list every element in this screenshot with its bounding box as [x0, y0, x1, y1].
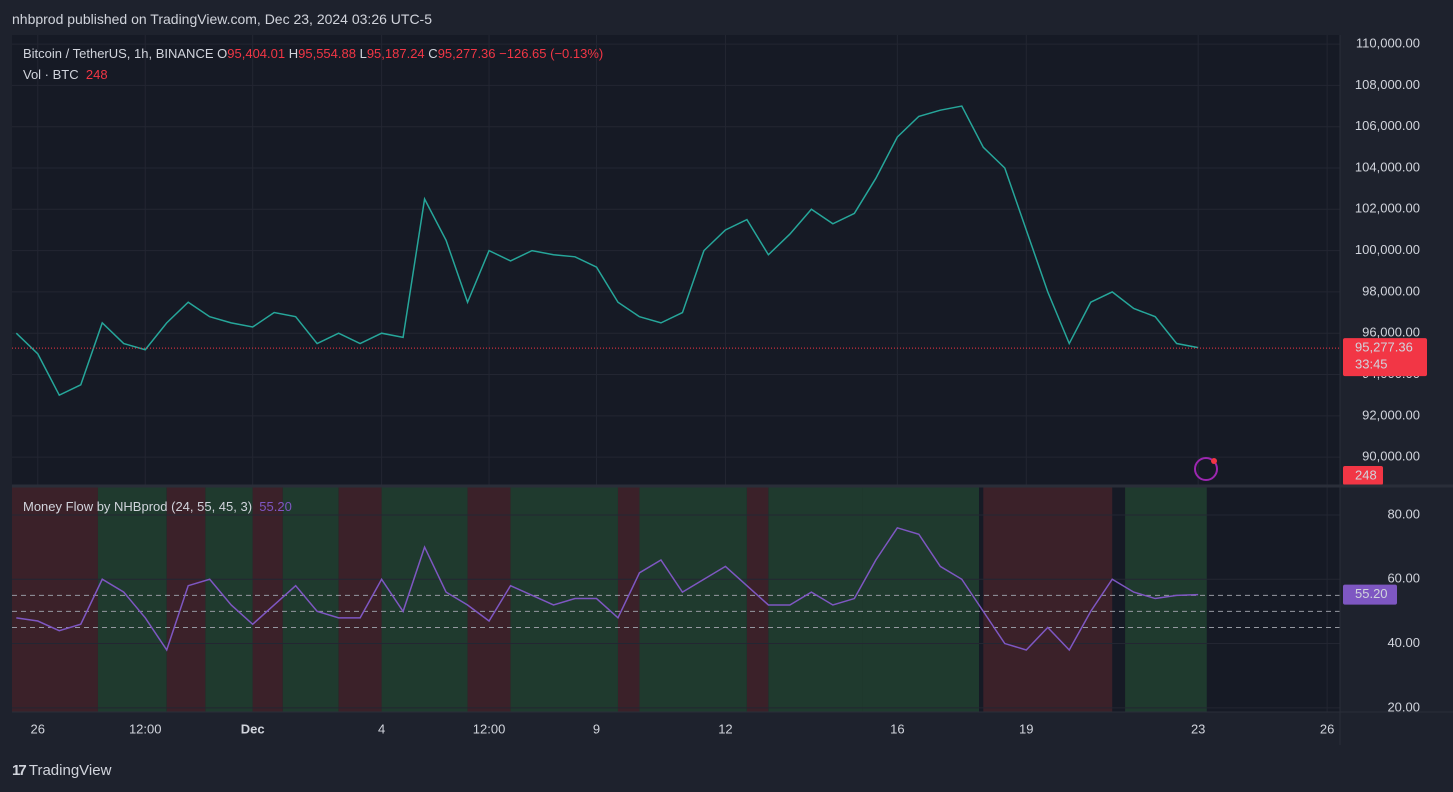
x-tick-label: 26: [1320, 721, 1334, 736]
signal-zone: [510, 487, 618, 712]
ohlc-value: 95,277.36: [437, 46, 496, 61]
x-tick-label: 26: [31, 721, 45, 736]
ohlc-value: 95,187.24: [366, 46, 425, 61]
y-tick-label: 108,000.00: [1355, 77, 1420, 92]
ohlc: O95,404.01 H95,554.88 L95,187.24 C95,277…: [217, 46, 499, 61]
x-tick-label: 12:00: [473, 721, 506, 736]
y-tick-label: 96,000.00: [1362, 325, 1420, 340]
volume-value: 248: [85, 67, 108, 82]
signal-zone: [12, 487, 98, 712]
ohlc-value: 95,554.88: [298, 46, 356, 61]
signal-zone: [97, 487, 167, 712]
y-tick-label: 104,000.00: [1355, 159, 1420, 174]
ohlc-key: H: [288, 46, 299, 61]
ohlc-key: C: [428, 46, 438, 61]
signal-zone: [205, 487, 253, 712]
footer-logo[interactable]: 17 TradingView: [12, 762, 112, 779]
last-price-label: 95,277.36: [1355, 340, 1413, 355]
x-tick-label: 12:00: [129, 721, 162, 736]
change: −126.65 (−0.13%): [499, 46, 604, 61]
y-tick-label: 20.00: [1387, 699, 1420, 714]
y-tick-label: 40.00: [1387, 635, 1420, 650]
alert-icon[interactable]: [1194, 457, 1218, 481]
signal-zone: [467, 487, 511, 712]
y-tick-label: 90,000.00: [1362, 449, 1420, 464]
series-line: [16, 526, 1199, 652]
ohlc-key: L: [359, 46, 367, 61]
signal-zone: [768, 487, 863, 712]
x-tick-label: 23: [1191, 721, 1205, 736]
ohlc-key: O: [217, 46, 228, 61]
x-tick-label: 19: [1019, 721, 1033, 736]
y-tick-label: 102,000.00: [1355, 201, 1420, 216]
y-tick-label: 92,000.00: [1362, 407, 1420, 422]
y-tick-label: 100,000.00: [1355, 242, 1420, 257]
signal-zone: [746, 487, 769, 712]
y-tick-label: 106,000.00: [1355, 118, 1420, 133]
indicator-title: Money Flow by NHBprod (24, 55, 45, 3): [23, 499, 253, 514]
ohlc-value: 95,404.01: [227, 46, 286, 61]
x-tick-label: 16: [890, 721, 904, 736]
x-tick-label: 12: [718, 721, 732, 736]
signal-zone: [338, 487, 382, 712]
symbol: Bitcoin / TetherUS, 1h, BINANCE: [23, 46, 214, 61]
x-tick-label: Dec: [241, 721, 265, 736]
series-line: [15, 105, 1199, 397]
volume-legend: Vol · BTC 248: [23, 67, 108, 82]
footer-text: TradingView: [28, 762, 112, 779]
countdown: 33:45: [1355, 357, 1388, 372]
last-price-badge: [1343, 338, 1427, 377]
indicator-value: 55.20: [259, 499, 292, 514]
y-tick-label: 98,000.00: [1362, 283, 1420, 298]
x-tick-label: 4: [378, 721, 385, 736]
signal-zone: [983, 487, 1113, 712]
signal-zone: [166, 487, 206, 712]
x-tick-label: 9: [593, 721, 600, 736]
indicator-badge: [1343, 584, 1397, 605]
legend: Bitcoin / TetherUS, 1h, BINANCE O95,404.…: [23, 46, 603, 61]
y-tick-label: 80.00: [1387, 506, 1420, 521]
signal-zone: [252, 487, 283, 712]
indicator-badge-label: 55.20: [1355, 586, 1388, 601]
published-line: nhbprod published on TradingView.com, De…: [12, 11, 433, 27]
volume-badge: [1343, 466, 1383, 485]
alert-dot: [1211, 458, 1217, 464]
signal-zone: [1125, 487, 1207, 712]
volume-badge-label: 248: [1355, 467, 1377, 482]
signal-zone: [639, 487, 747, 712]
y-tick-label: 110,000.00: [1356, 36, 1420, 51]
signal-zone: [282, 487, 339, 712]
indicator-legend: Money Flow by NHBprod (24, 55, 45, 3) 55…: [23, 499, 292, 514]
signal-zone: [617, 487, 640, 712]
signal-zone: [862, 487, 979, 712]
y-tick-label: 60.00: [1387, 571, 1420, 586]
volume-label: Vol · BTC: [23, 67, 79, 82]
